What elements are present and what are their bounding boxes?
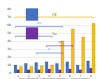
- svg-text:10: 10: [7, 63, 11, 67]
- svg-text:1: 1: [17, 74, 19, 78]
- svg-text:*: *: [33, 30, 35, 35]
- svg-text:5: 5: [59, 74, 61, 78]
- svg-text:F/E: F/E: [52, 13, 57, 17]
- svg-text:30: 30: [7, 47, 11, 51]
- svg-text:0: 0: [9, 71, 11, 75]
- svg-text:6: 6: [69, 74, 71, 78]
- svg-text:20: 20: [7, 55, 11, 59]
- svg-text:70: 70: [7, 15, 11, 19]
- svg-text:2: 2: [28, 74, 30, 78]
- svg-text:60: 60: [7, 23, 11, 27]
- svg-text:8: 8: [90, 74, 92, 78]
- svg-text:50: 50: [7, 31, 11, 35]
- svg-text:**: **: [37, 21, 41, 26]
- svg-text:**: **: [58, 40, 62, 45]
- svg-text:3: 3: [38, 74, 40, 78]
- svg-text:Tilt: Tilt: [51, 32, 57, 36]
- svg-text:7: 7: [79, 74, 81, 78]
- svg-text:**: **: [53, 11, 57, 16]
- svg-text:Figure 5 - Maximum F/E, tilt a: Figure 5 - Maximum F/E, tilt and trunk r…: [19, 77, 90, 79]
- svg-text:4: 4: [48, 74, 50, 78]
- svg-text:*: *: [48, 47, 50, 52]
- svg-text:80: 80: [7, 7, 11, 11]
- svg-text:40: 40: [7, 39, 11, 43]
